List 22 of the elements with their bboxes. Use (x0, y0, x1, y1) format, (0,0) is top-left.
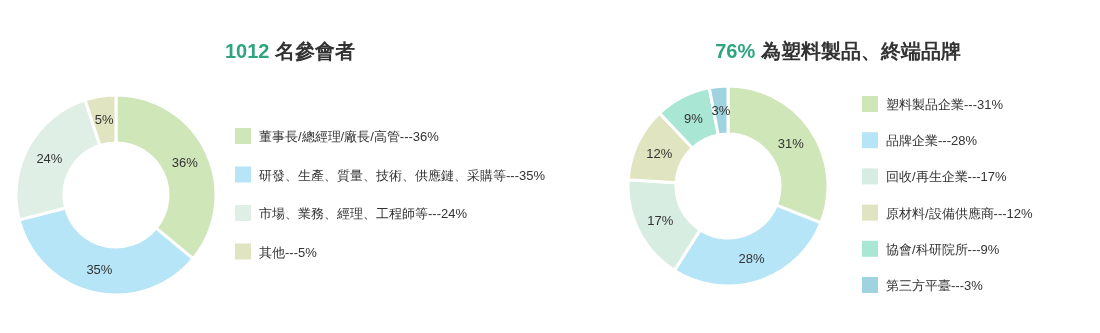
data-label: 24% (36, 150, 63, 166)
legend-label: 第三方平臺---3% (886, 278, 984, 293)
legend-label: 市場、業務、經理、工程師等---24% (259, 206, 468, 221)
legend-label: 協會/科研院所---9% (886, 241, 1000, 257)
data-label: 3% (711, 102, 731, 118)
data-label: 9% (684, 110, 704, 126)
data-label: 36% (171, 155, 199, 171)
chart-title: 1012 名參會者 (224, 40, 356, 62)
data-label: 12% (646, 146, 673, 162)
data-label: 31% (777, 135, 805, 151)
legend-label: 董事長/總經理/廠長/高管---36% (259, 129, 440, 144)
data-label: 17% (647, 213, 674, 228)
legend-label: 回收/再生企業---17% (886, 169, 1008, 185)
data-label: 35% (86, 261, 113, 277)
chart-title: 76% 為塑料製品、終端品牌 (715, 40, 961, 62)
legend-label: 塑料製品企業---31% (886, 97, 1004, 112)
legend-label: 原材料/設備供應商---12% (886, 205, 1034, 221)
legend-label: 研發、生產、質量、技術、供應鏈、采購等---35% (259, 167, 546, 183)
data-label: 28% (738, 250, 765, 266)
legend-label: 其他---5% (259, 244, 318, 260)
legend-label: 品牌企業---28% (886, 133, 978, 149)
data-label: 5% (94, 112, 114, 128)
